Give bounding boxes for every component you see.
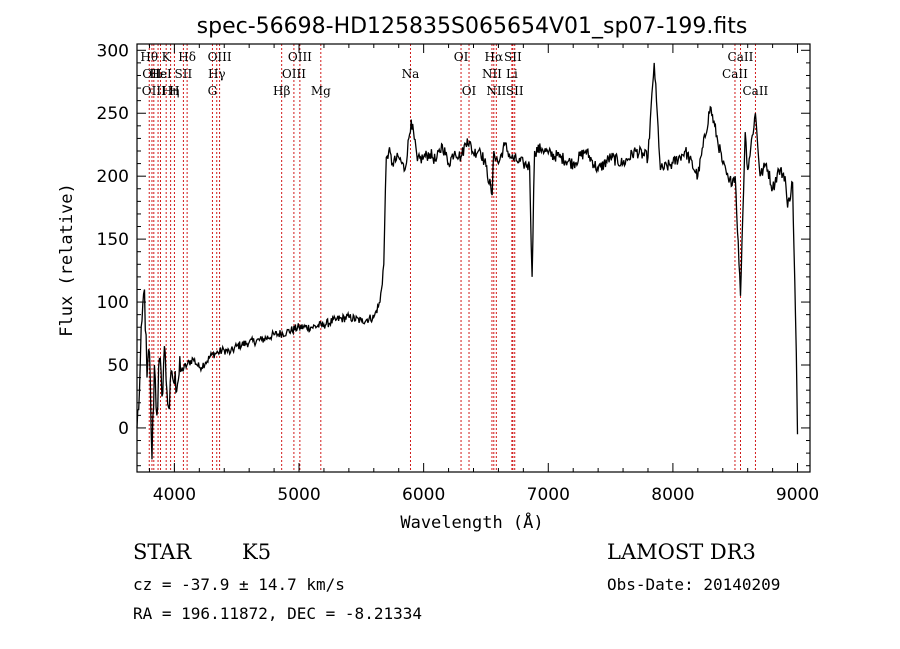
y-tick-label-5: 250: [97, 104, 129, 124]
line-label-28: CaII: [742, 84, 768, 98]
line-label-13: Hβ: [273, 84, 290, 98]
coordinates-readout: RA = 196.11872, DEC = -8.21334: [133, 604, 422, 623]
axis-ticks: 4000 5000 6000 7000 8000 9000 0 50 100 150 200 250 3…: [97, 41, 820, 505]
line-label-14: OIII: [282, 67, 306, 81]
line-label-25: SII: [506, 84, 524, 98]
line-label-6: Hη: [162, 84, 180, 98]
y-tick-label-2: 100: [97, 293, 129, 313]
y-axis-label: Flux (relative): [57, 183, 77, 337]
x-tick-label-5: 9000: [776, 485, 819, 505]
line-label-23: Li: [506, 67, 518, 81]
line-label-22: NII: [486, 84, 506, 98]
line-label-8: SII: [175, 67, 193, 81]
redshift-readout: cz = -37.9 ± 14.7 km/s: [133, 575, 345, 594]
x-axis-label: Wavelength (Å): [400, 511, 543, 533]
line-label-11: Hγ: [208, 67, 226, 81]
object-class: STAR: [133, 540, 192, 564]
line-label-16: Mg: [311, 84, 331, 98]
x-tick-label-2: 6000: [402, 485, 445, 505]
line-label-3: Hε: [150, 67, 167, 81]
obs-date: Obs-Date: 20140209: [607, 575, 781, 594]
line-label-1: OII: [142, 67, 162, 81]
y-tick-label-1: 50: [107, 356, 129, 376]
line-label-19: OI: [462, 84, 477, 98]
plot-frame: [136, 43, 811, 473]
survey-name: LAMOST DR3: [607, 540, 756, 564]
line-label-0: Hθ: [140, 50, 158, 64]
line-label-5: K: [162, 50, 172, 64]
line-label-21: Hα: [485, 50, 504, 64]
line-label-17: Na: [402, 67, 420, 81]
line-label-26: CaII: [722, 67, 748, 81]
line-label-27: CaII: [728, 50, 754, 64]
line-label-10: G: [208, 84, 218, 98]
spectrum-series-line: [136, 62, 799, 460]
y-tick-label-0: 0: [118, 419, 129, 439]
line-label-2: OIII: [142, 84, 166, 98]
line-label-4: HeI: [149, 67, 172, 81]
x-tick-label-1: 5000: [277, 485, 320, 505]
line-label-7: H: [169, 84, 179, 98]
line-label-18: OI: [454, 50, 469, 64]
chart-title: spec-56698-HD125835S065654V01_sp07-199.f…: [197, 14, 748, 39]
line-label-24: SII: [504, 50, 522, 64]
object-subclass: K5: [242, 540, 272, 564]
x-tick-label-3: 7000: [527, 485, 570, 505]
line-label-9: Hδ: [178, 50, 196, 64]
y-tick-label-4: 200: [97, 167, 129, 187]
line-label-15: OIII: [288, 50, 312, 64]
y-tick-label-3: 150: [97, 230, 129, 250]
line-label-12: OIII: [208, 50, 232, 64]
spectral-line-markers: [148, 44, 756, 472]
y-tick-label-6: 300: [97, 41, 129, 61]
x-tick-label-4: 8000: [651, 485, 694, 505]
line-label-20: NII: [482, 67, 502, 81]
x-tick-label-0: 4000: [153, 485, 196, 505]
